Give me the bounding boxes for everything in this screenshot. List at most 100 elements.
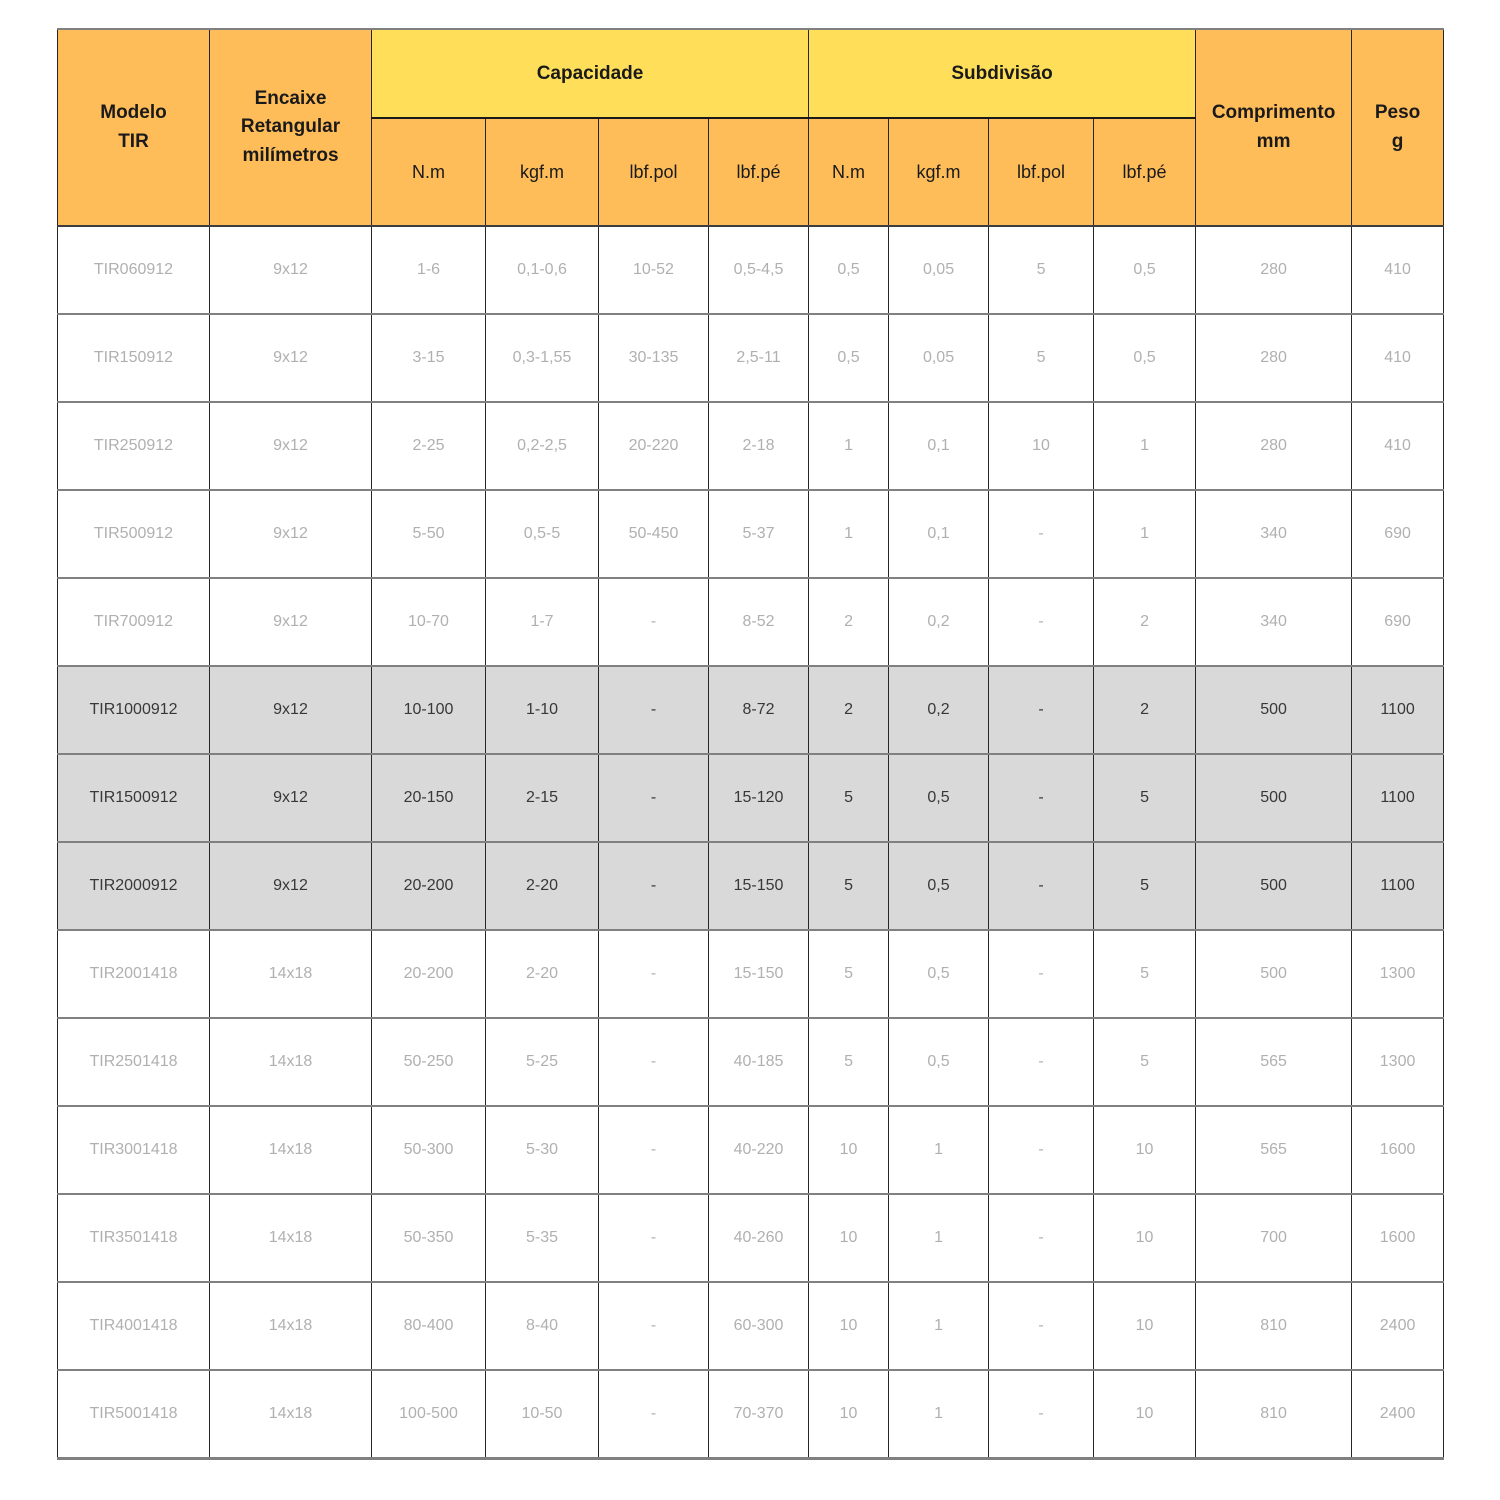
cell-comprimento: 280 [1195,225,1353,315]
cell-capacidade-kgfm: 8-40 [485,1281,599,1371]
cell-capacidade-kgfm: 1-10 [485,665,599,755]
cell-peso: 2400 [1351,1369,1445,1460]
cell-comprimento: 565 [1195,1017,1353,1107]
cell-peso: 2400 [1351,1281,1445,1371]
cell-encaixe: 14x18 [209,1369,372,1460]
cell-subdivisao-lbfpol: - [988,489,1095,579]
cell-modelo: TIR700912 [57,577,210,667]
cell-modelo: TIR3501418 [57,1193,210,1283]
header-comprimento: Comprimento mm [1195,28,1353,227]
cell-capacidade-nm: 50-350 [371,1193,486,1283]
cell-subdivisao-kgfm: 0,5 [888,929,990,1019]
cell-comprimento: 810 [1195,1369,1353,1460]
header-unit-subdivisao-lbfpol: lbf.pol [988,117,1095,227]
cell-capacidade-lbfpe: 15-150 [707,841,810,931]
cell-subdivisao-kgfm: 0,1 [888,489,990,579]
table-body: TIR060912 9x12 1-6 0,1-0,6 10-52 0,5-4,5 0,5 0,… [57,225,1445,1460]
cell-subdivisao-lbfpe: 5 [1093,929,1197,1019]
cell-capacidade-nm: 50-300 [371,1105,486,1195]
cell-peso: 410 [1351,313,1445,403]
cell-subdivisao-lbfpol: - [988,577,1095,667]
cell-encaixe: 9x12 [209,401,372,491]
cell-encaixe: 9x12 [209,313,372,403]
cell-subdivisao-lbfpe: 2 [1093,665,1197,755]
cell-subdivisao-kgfm: 0,5 [888,1017,990,1107]
cell-encaixe: 9x12 [209,753,372,843]
cell-subdivisao-kgfm: 1 [888,1281,990,1371]
cell-capacidade-nm: 5-50 [371,489,486,579]
cell-subdivisao-kgfm: 0,2 [888,577,990,667]
cell-modelo: TIR1500912 [57,753,210,843]
cell-capacidade-nm: 20-200 [371,841,486,931]
header-unit-capacidade-nm: N.m [371,117,486,227]
cell-subdivisao-lbfpol: - [988,1193,1095,1283]
cell-comprimento: 565 [1195,1105,1353,1195]
cell-subdivisao-nm: 5 [808,841,890,931]
table-header: Modelo TIR Encaixe Retangular milímetros… [57,28,1445,227]
header-group-capacidade: Capacidade [370,28,810,119]
cell-comprimento: 280 [1195,401,1353,491]
cell-subdivisao-nm: 10 [808,1193,890,1283]
cell-subdivisao-lbfpe: 1 [1093,489,1197,579]
cell-encaixe: 14x18 [209,1281,372,1371]
cell-subdivisao-kgfm: 0,1 [888,401,990,491]
cell-subdivisao-nm: 1 [808,401,890,491]
header-modelo: Modelo TIR [57,28,210,227]
cell-capacidade-lbfpe: 40-220 [707,1105,810,1195]
cell-modelo: TIR1000912 [57,665,210,755]
cell-capacidade-lbfpe: 5-37 [707,489,810,579]
cell-modelo: TIR250912 [57,401,210,491]
cell-subdivisao-lbfpol: - [988,1369,1095,1460]
header-unit-subdivisao-nm: N.m [808,117,890,227]
cell-subdivisao-lbfpe: 10 [1093,1369,1197,1460]
cell-capacidade-nm: 20-150 [371,753,486,843]
cell-capacidade-lbfpe: 15-120 [707,753,810,843]
cell-capacidade-kgfm: 2-20 [485,929,599,1019]
table-row: TIR060912 9x12 1-6 0,1-0,6 10-52 0,5-4,5 0,5 0,… [57,225,1445,315]
cell-encaixe: 9x12 [209,577,372,667]
cell-capacidade-kgfm: 2-20 [485,841,599,931]
cell-capacidade-lbfpol: - [598,1369,709,1460]
cell-subdivisao-lbfpe: 0,5 [1093,313,1197,403]
cell-comprimento: 500 [1195,841,1353,931]
cell-modelo: TIR060912 [57,225,210,315]
cell-modelo: TIR3001418 [57,1105,210,1195]
cell-capacidade-kgfm: 5-35 [485,1193,599,1283]
cell-capacidade-lbfpol: - [598,577,709,667]
cell-peso: 410 [1351,225,1445,315]
cell-subdivisao-kgfm: 1 [888,1369,990,1460]
cell-subdivisao-nm: 5 [808,753,890,843]
cell-peso: 690 [1351,577,1445,667]
cell-comprimento: 500 [1195,929,1353,1019]
cell-capacidade-kgfm: 0,2-2,5 [485,401,599,491]
cell-subdivisao-nm: 10 [808,1281,890,1371]
cell-comprimento: 500 [1195,753,1353,843]
cell-subdivisao-lbfpe: 10 [1093,1193,1197,1283]
cell-capacidade-lbfpol: - [598,665,709,755]
cell-subdivisao-nm: 0,5 [808,225,890,315]
cell-peso: 690 [1351,489,1445,579]
table-row: TIR2501418 14x18 50-250 5-25-40-185 5 0,5-5 56… [57,1017,1445,1107]
cell-capacidade-lbfpe: 60-300 [707,1281,810,1371]
cell-capacidade-lbfpol: - [598,929,709,1019]
cell-peso: 1300 [1351,929,1445,1019]
cell-encaixe: 14x18 [209,1105,372,1195]
cell-subdivisao-kgfm: 1 [888,1193,990,1283]
cell-subdivisao-nm: 5 [808,929,890,1019]
cell-capacidade-kgfm: 0,3-1,55 [485,313,599,403]
cell-peso: 1100 [1351,753,1445,843]
cell-subdivisao-lbfpe: 0,5 [1093,225,1197,315]
cell-capacidade-lbfpe: 8-72 [707,665,810,755]
cell-modelo: TIR500912 [57,489,210,579]
cell-subdivisao-kgfm: 0,05 [888,225,990,315]
cell-subdivisao-nm: 10 [808,1369,890,1460]
cell-subdivisao-lbfpe: 5 [1093,753,1197,843]
torque-wrench-spec-table: Modelo TIR Encaixe Retangular milímetros… [57,28,1445,1460]
header-group-subdivisao: Subdivisão [808,28,1197,119]
cell-modelo: TIR2000912 [57,841,210,931]
cell-capacidade-nm: 80-400 [371,1281,486,1371]
cell-capacidade-nm: 50-250 [371,1017,486,1107]
cell-subdivisao-lbfpol: 5 [988,225,1095,315]
cell-encaixe: 14x18 [209,1017,372,1107]
